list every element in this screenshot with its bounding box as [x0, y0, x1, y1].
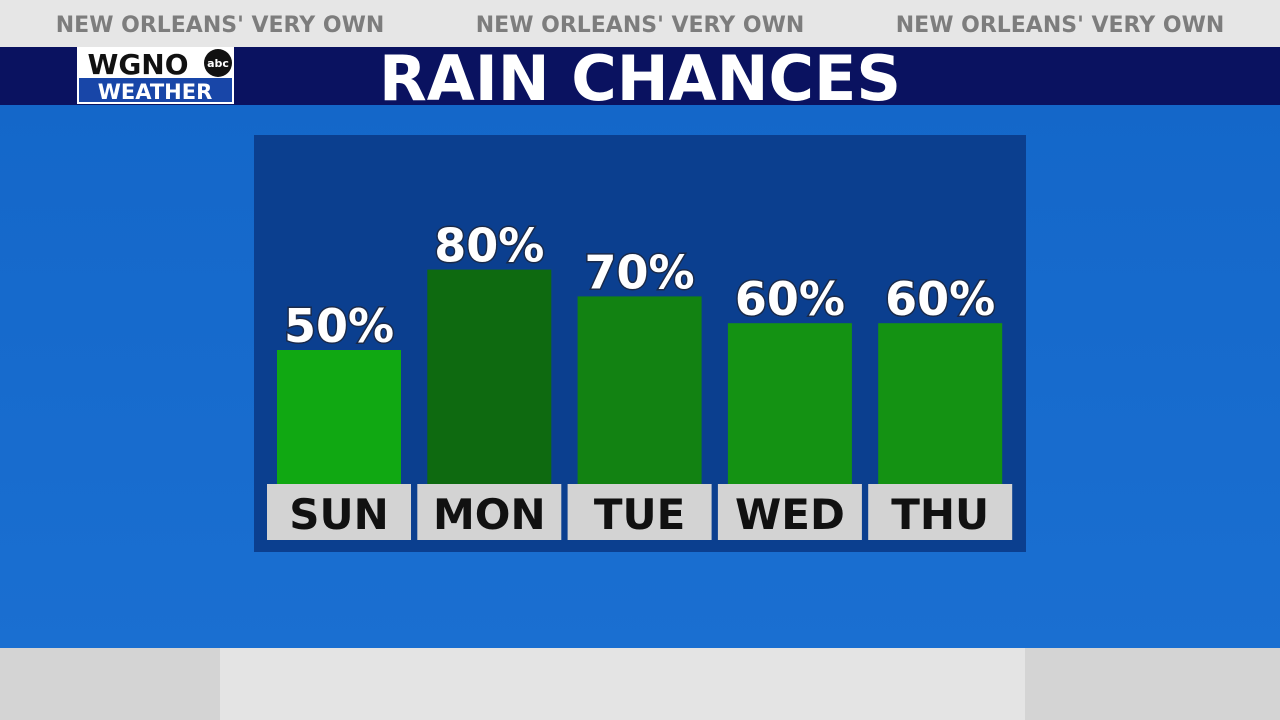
x-tick-label: MON [433, 490, 546, 539]
bottom-center [220, 648, 1025, 720]
banner-text: NEW ORLEANS' VERY OWN [56, 13, 385, 38]
chart-title: RAIN CHANCES [379, 42, 901, 115]
top-strip [0, 0, 1280, 47]
x-tick-label: WED [735, 490, 845, 539]
x-tick-label: TUE [594, 490, 685, 539]
bar [427, 269, 552, 484]
value-label: 60% [885, 272, 995, 326]
category-box [868, 484, 1013, 540]
x-tick-label: SUN [289, 490, 389, 539]
logo-bottom [79, 78, 232, 102]
value-label: 70% [585, 245, 695, 299]
value-label: 80% [434, 219, 544, 273]
banner-text: NEW ORLEANS' VERY OWN [476, 13, 805, 38]
value-label: 50% [284, 299, 394, 353]
logo-network: abc [207, 57, 229, 70]
bar [878, 323, 1003, 484]
logo-station: WGNO [87, 48, 188, 81]
banner-text: NEW ORLEANS' VERY OWN [896, 13, 1225, 38]
category-box [267, 484, 411, 540]
value-label: 60% [735, 272, 845, 326]
logo: WGNO abc WEATHER [77, 47, 234, 104]
category-box [717, 484, 862, 540]
category-box [567, 484, 712, 540]
logo-label: WEATHER [98, 80, 213, 104]
bar [727, 323, 852, 484]
bar [277, 350, 401, 484]
category-box [417, 484, 562, 540]
x-tick-label: THU [891, 490, 989, 539]
bar [577, 296, 702, 484]
logo-network-circle [204, 49, 232, 77]
